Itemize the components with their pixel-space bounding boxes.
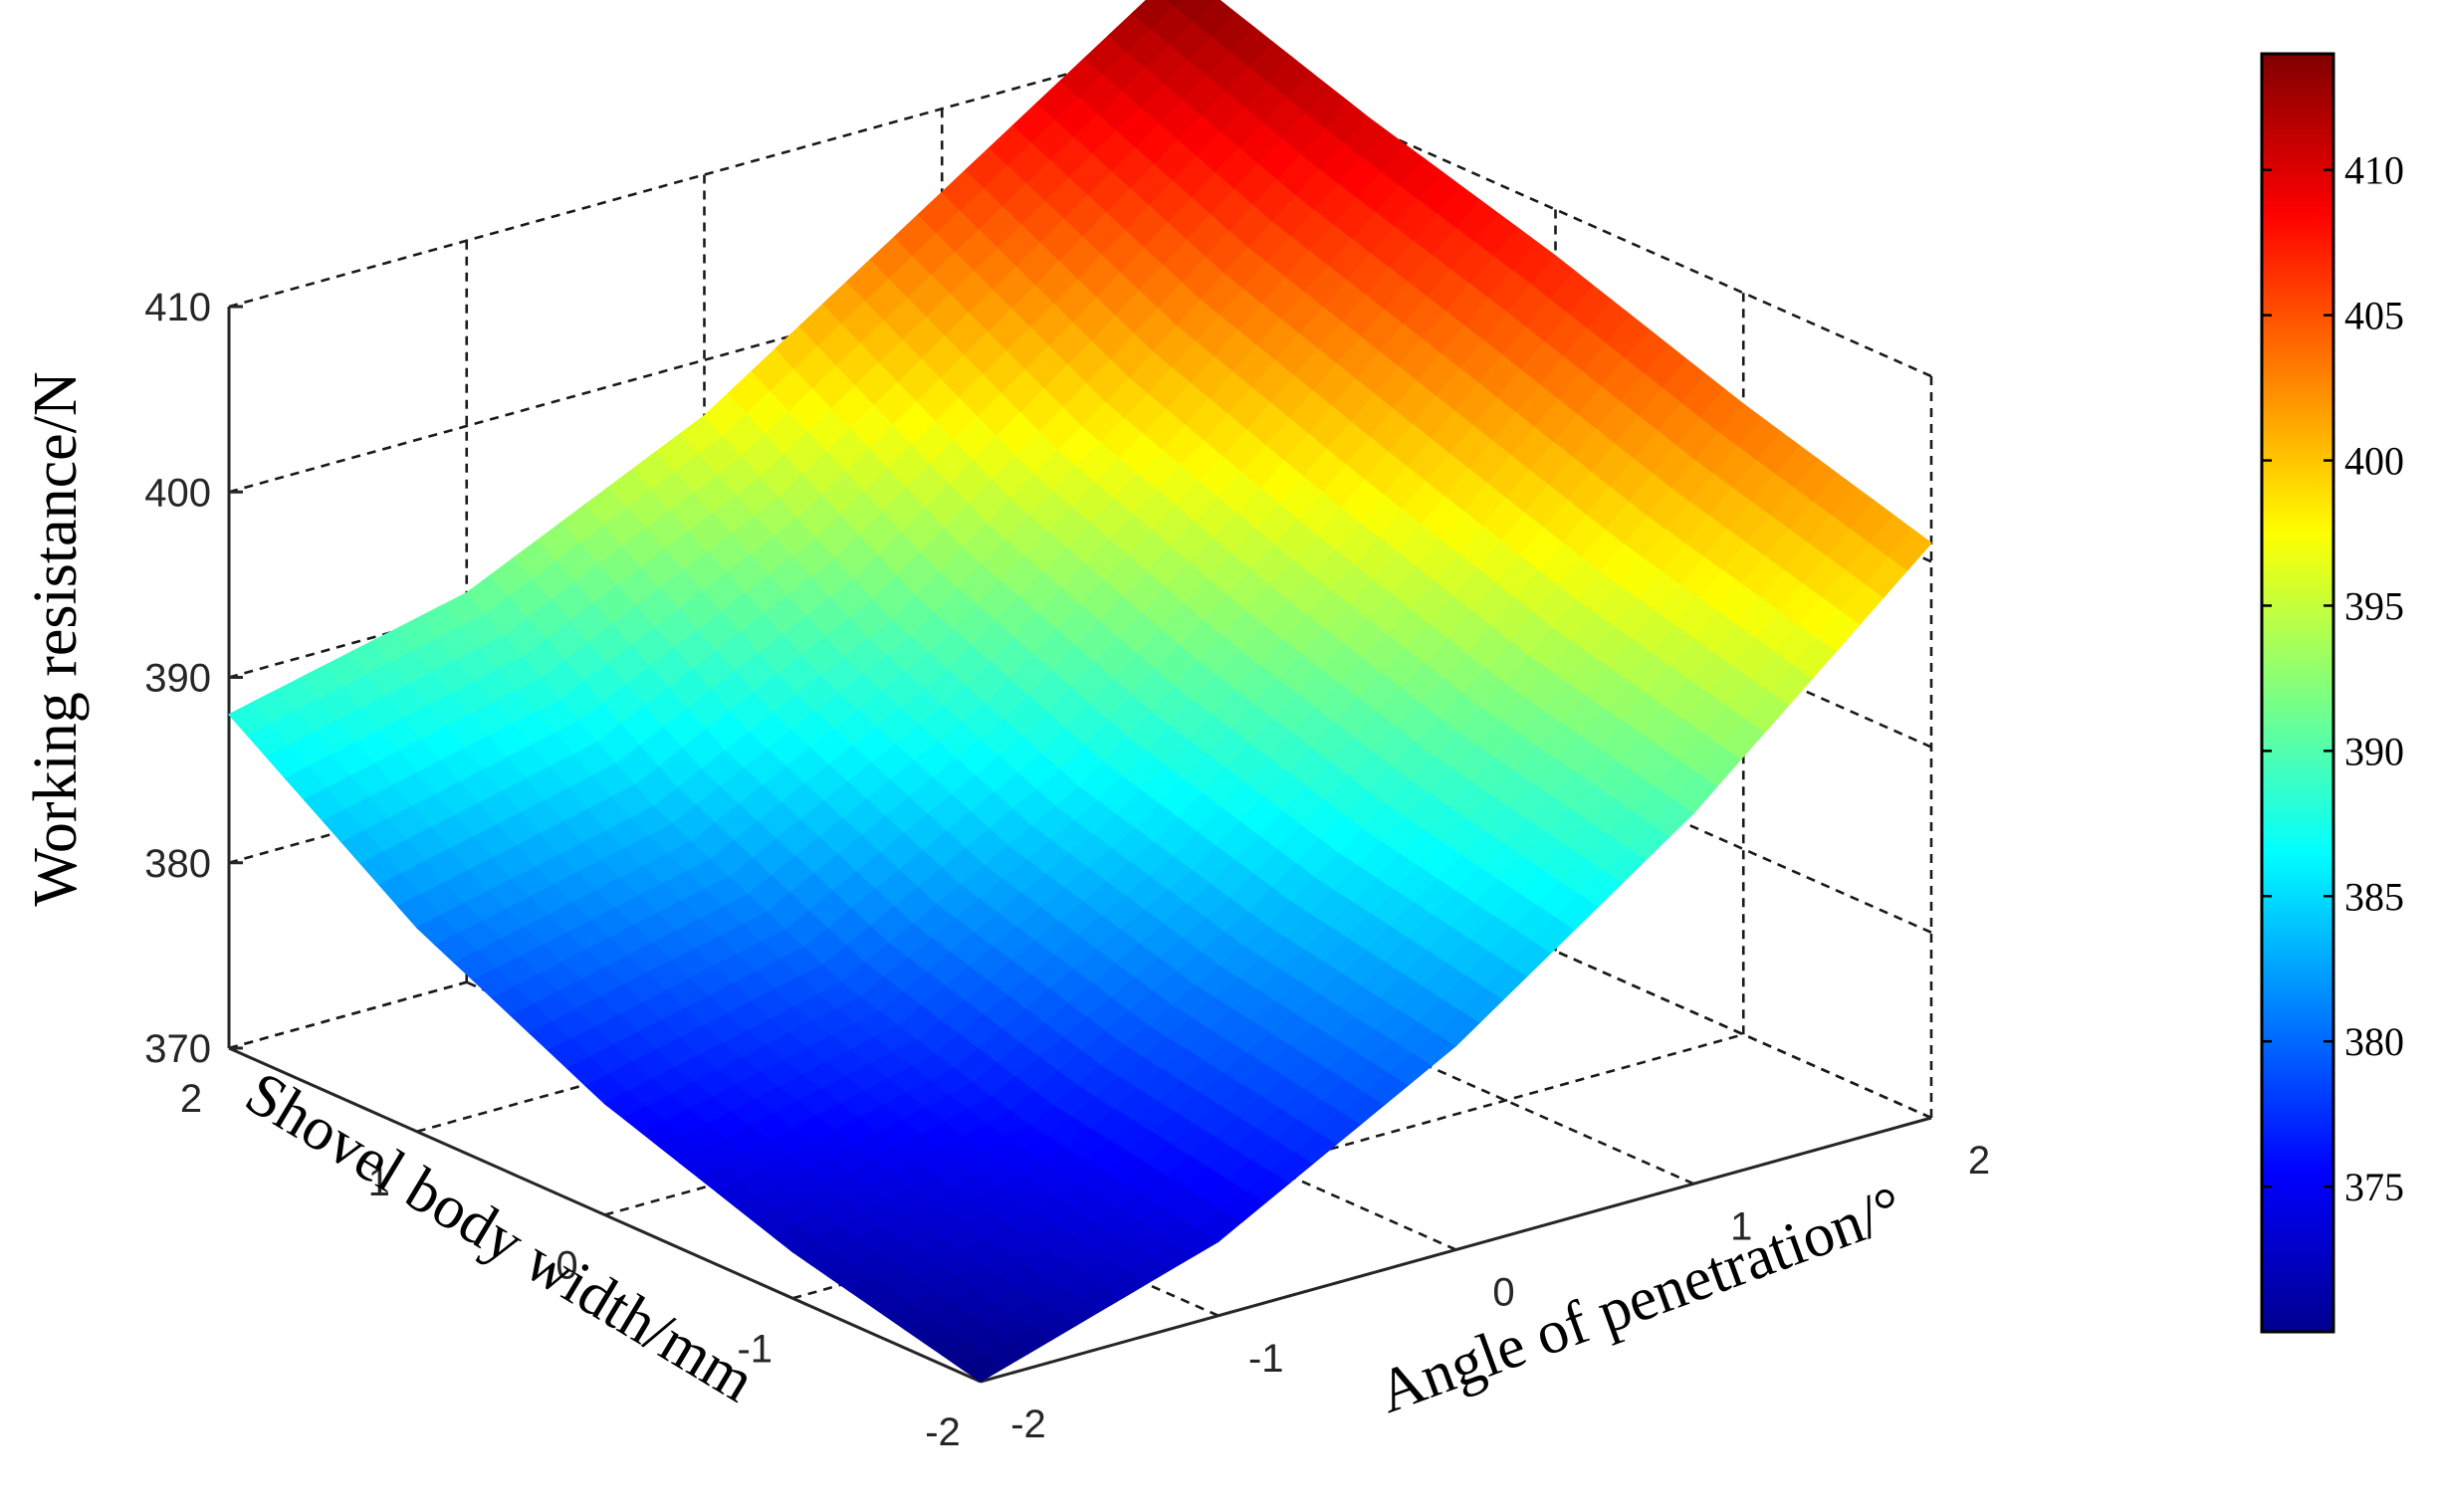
x-tick-label: -1	[1248, 1337, 1284, 1381]
x-tick-label: 2	[1968, 1139, 1990, 1183]
x-tick-label: 0	[1492, 1271, 1514, 1315]
y-tick-label: 0	[555, 1244, 577, 1288]
colorbar-gradient	[2260, 52, 2335, 1334]
colorbar-tick-label: 385	[2344, 874, 2404, 919]
y-tick-label: 2	[180, 1077, 202, 1121]
z-tick-label: 390	[144, 657, 211, 701]
y-tick-label: -1	[737, 1327, 773, 1371]
colorbar-tick-label: 400	[2344, 439, 2404, 484]
colorbar-tick-label: 380	[2344, 1019, 2404, 1064]
z-axis-label: Working resistance/N	[22, 371, 90, 906]
y-axis-line	[228, 1046, 982, 1384]
x-tick-label: -2	[1010, 1403, 1046, 1446]
axes	[227, 305, 1932, 1384]
z-tick-label: 400	[144, 471, 211, 515]
y-tick-label: 1	[368, 1161, 390, 1204]
colorbar-tick-label: 395	[2344, 583, 2404, 628]
x-axis-line	[980, 1116, 1932, 1384]
y-tick-label: -2	[925, 1410, 961, 1454]
surface-patch	[1166, 0, 1183, 7]
grid-line	[228, 41, 1181, 309]
colorbar-tick-label: 410	[2344, 148, 2404, 193]
grid-line	[416, 866, 1369, 1134]
colorbar-tick-label: 375	[2344, 1165, 2404, 1209]
surface	[228, 0, 1932, 1383]
x-axis-label: Angle of penetration/°	[1370, 1174, 1912, 1426]
tick-labels: 370 380 390 400 410 -2 -1 0 1 2 -2 -1 0 1 2	[144, 286, 1990, 1454]
colorbar-tick-label: 405	[2344, 294, 2404, 338]
surface-patch	[1887, 528, 1932, 571]
colorbar-tick-label: 390	[2344, 729, 2404, 773]
z-tick-label: 410	[144, 286, 211, 329]
z-tick-label: 380	[144, 842, 211, 886]
grid-line	[228, 226, 1181, 494]
grid-line	[228, 782, 1181, 1050]
x-tick-label: 1	[1730, 1204, 1752, 1248]
z-tick-label: 370	[144, 1027, 211, 1071]
colorbar: 375 380 385 390 395 400 405 410	[2260, 52, 2404, 1334]
